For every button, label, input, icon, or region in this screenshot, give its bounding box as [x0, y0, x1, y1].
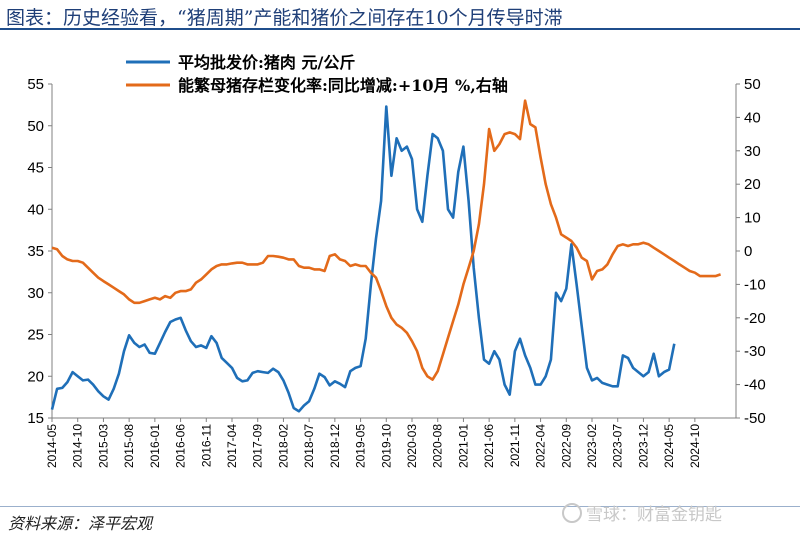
x-tick-label: 2015-08 — [122, 424, 136, 468]
left-tick-label: 50 — [27, 118, 44, 135]
source-note: 资料来源：泽平宏观 — [8, 514, 153, 533]
left-tick-label: 15 — [27, 410, 44, 427]
watermark-text: 雪球：财富金钥匙 — [586, 505, 722, 524]
x-tick-label: 2016-01 — [148, 424, 162, 468]
x-tick-label: 2014-05 — [45, 424, 59, 468]
left-tick-label: 25 — [27, 327, 44, 344]
series-line-sow-inventory-yoy — [51, 99, 722, 381]
x-tick-label: 2016-11 — [199, 424, 213, 467]
x-tick-label: 2023-12 — [636, 424, 650, 468]
right-tick-label: 20 — [744, 176, 761, 193]
right-tick-label: -50 — [744, 410, 766, 427]
x-tick-label: 2018-02 — [276, 424, 290, 468]
x-tick-label: 2019-10 — [379, 424, 393, 468]
x-tick-label: 2015-03 — [96, 424, 110, 468]
left-tick-label: 20 — [27, 368, 44, 385]
right-tick-label: 10 — [744, 210, 761, 227]
x-tick-label: 2021-01 — [456, 424, 470, 468]
x-tick-label: 2018-07 — [302, 424, 316, 468]
snowball-logo-icon — [562, 503, 582, 523]
right-tick-label: -30 — [744, 343, 766, 360]
left-tick-label: 30 — [27, 285, 44, 302]
x-tick-label: 2024-05 — [662, 424, 676, 468]
right-tick-label: 40 — [744, 109, 761, 126]
legend-label: 能繁母猪存栏变化率:同比增减:+10月 %,右轴 — [178, 76, 508, 95]
left-tick-label: 55 — [27, 76, 44, 93]
x-tick-label: 2020-03 — [405, 424, 419, 468]
right-tick-label: -10 — [744, 276, 766, 293]
series-layer — [50, 99, 722, 413]
left-tick-label: 35 — [27, 243, 44, 260]
right-tick-label: -40 — [744, 377, 766, 394]
x-tick-label: 2022-04 — [534, 424, 548, 468]
x-tick-label: 2021-06 — [482, 424, 496, 468]
x-tick-label: 2023-07 — [611, 424, 625, 468]
x-tick-label: 2022-09 — [559, 424, 573, 468]
right-tick-label: 50 — [744, 76, 761, 93]
right-tick-label: 0 — [744, 243, 752, 260]
x-tick-label: 2021-11 — [508, 424, 522, 467]
chart-title: 图表：历史经验看，“猪周期”产能和猪价之间存在10个月传导时滞 — [6, 7, 563, 29]
footer-divider — [0, 506, 800, 507]
right-tick-label: 30 — [744, 143, 761, 160]
right-tick-label: -20 — [744, 310, 766, 327]
x-tick-label: 2019-05 — [354, 424, 368, 468]
x-tick-label: 2023-02 — [585, 424, 599, 468]
x-tick-label: 2014-10 — [71, 424, 85, 468]
left-tick-label: 45 — [27, 160, 44, 177]
series-line-pork-price — [50, 105, 676, 413]
x-tick-label: 2016-06 — [174, 424, 188, 468]
legend-label: 平均批发价:猪肉 元/公斤 — [178, 53, 355, 72]
x-tick-label: 2018-12 — [328, 424, 342, 468]
left-tick-label: 40 — [27, 201, 44, 218]
x-tick-label: 2017-09 — [251, 424, 265, 468]
x-tick-label: 2017-04 — [225, 424, 239, 468]
watermark: 雪球：财富金钥匙 — [562, 500, 722, 525]
chart-title-bar: 图表：历史经验看，“猪周期”产能和猪价之间存在10个月传导时滞 — [0, 0, 800, 30]
axes: 15 20 25 30 35 40 45 50 55 -50 -40 -30 -20 -10 0 10 20 30… — [27, 76, 765, 468]
x-tick-label: 2024-10 — [688, 424, 702, 468]
x-tick-label: 2020-08 — [431, 424, 445, 468]
